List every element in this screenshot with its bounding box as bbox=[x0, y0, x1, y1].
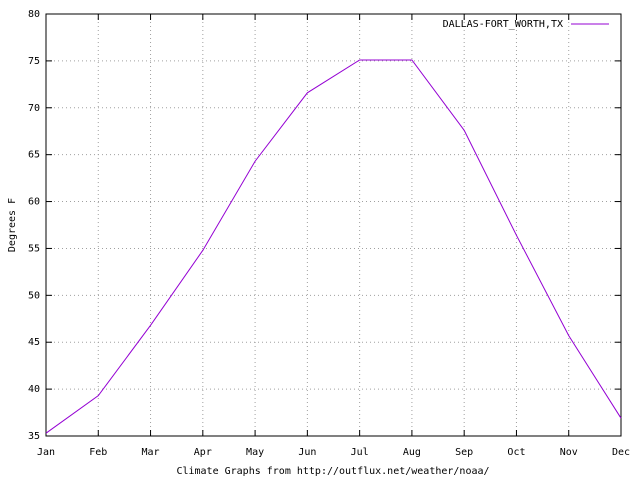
y-tick-label: 55 bbox=[28, 243, 40, 254]
x-tick-label: Oct bbox=[507, 447, 525, 458]
x-tick-label: Nov bbox=[560, 447, 578, 458]
y-tick-label: 65 bbox=[28, 150, 40, 161]
y-tick-label: 45 bbox=[28, 337, 40, 348]
x-tick-label: Feb bbox=[89, 447, 107, 458]
y-tick-label: 70 bbox=[28, 103, 40, 114]
legend-label: DALLAS-FORT_WORTH,TX bbox=[443, 19, 563, 30]
y-axis-label: Degrees F bbox=[7, 198, 18, 252]
x-tick-label: Jul bbox=[351, 447, 369, 458]
x-tick-label: Apr bbox=[194, 447, 212, 458]
x-tick-label: Jun bbox=[298, 447, 316, 458]
y-tick-label: 60 bbox=[28, 197, 40, 208]
y-tick-label: 35 bbox=[28, 431, 40, 442]
y-tick-label: 40 bbox=[28, 384, 40, 395]
y-tick-label: 80 bbox=[28, 9, 40, 20]
data-line bbox=[45, 59, 622, 434]
x-tick-label: Sep bbox=[455, 447, 473, 458]
x-tick-label: Aug bbox=[403, 447, 421, 458]
plot-frame bbox=[45, 13, 622, 437]
y-tick-label: 50 bbox=[28, 290, 40, 301]
y-tick-label: 75 bbox=[28, 56, 40, 67]
x-tick-label: May bbox=[246, 447, 264, 458]
x-tick-label: Mar bbox=[142, 447, 160, 458]
x-tick-label: Dec bbox=[612, 447, 630, 458]
x-tick-label: Jan bbox=[37, 447, 55, 458]
x-axis-label: Climate Graphs from http://outflux.net/w… bbox=[176, 466, 489, 477]
